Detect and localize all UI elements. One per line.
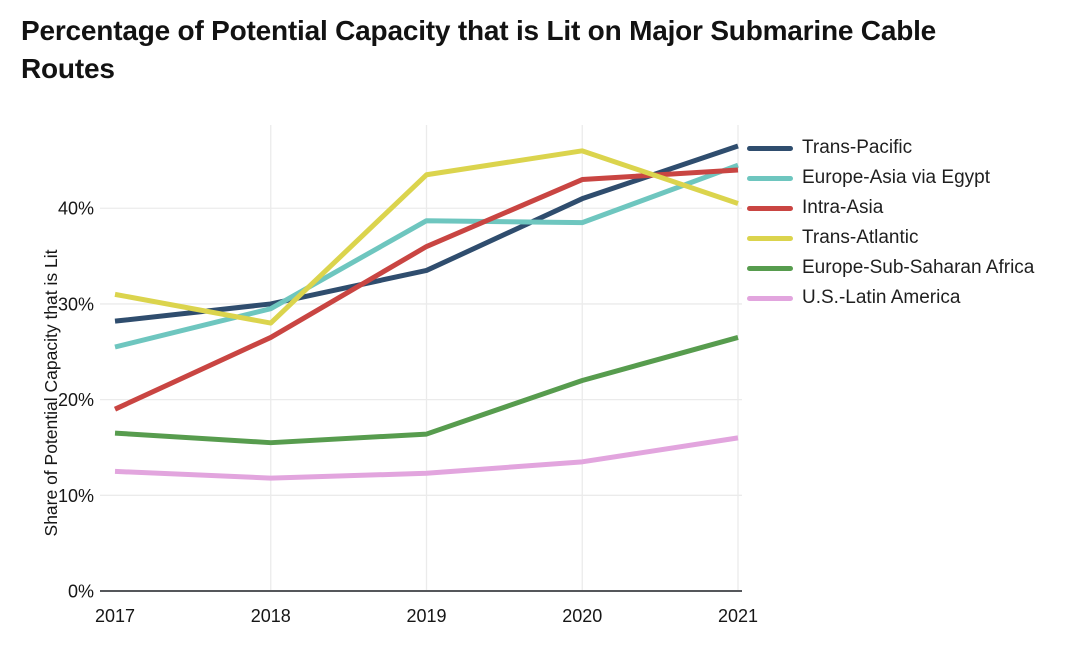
x-tick-label: 2021 — [718, 606, 758, 626]
legend: Trans-Pacific Europe-Asia via Egypt Intra-… — [747, 133, 1034, 313]
x-tick-label: 2018 — [251, 606, 291, 626]
legend-item-europe-sub-saharan-africa: Europe-Sub-Saharan Africa — [747, 253, 1034, 283]
legend-line-swatch — [747, 265, 793, 271]
x-tick-label: 2020 — [562, 606, 602, 626]
x-tick-label: 2019 — [406, 606, 446, 626]
legend-item-europe-asia-via-egypt: Europe-Asia via Egypt — [747, 163, 1034, 193]
legend-item-trans-pacific: Trans-Pacific — [747, 133, 1034, 163]
legend-item-label: Europe-Sub-Saharan Africa — [802, 257, 1035, 278]
y-tick-label: 20% — [58, 390, 94, 410]
y-tick-label: 10% — [58, 486, 94, 506]
legend-line-swatch — [747, 205, 793, 211]
legend-item-label: Europe-Asia via Egypt — [802, 167, 990, 188]
series-line-intra-asia — [113, 167, 739, 412]
chart-title: Percentage of Potential Capacity that is… — [21, 15, 937, 84]
y-tick-label: 30% — [58, 294, 94, 314]
series-line-trans-atlantic — [114, 148, 739, 326]
series-line-u-s-latin-america — [114, 435, 739, 481]
legend-line-swatch — [747, 175, 793, 181]
x-tick-label: 2017 — [95, 606, 135, 626]
series-line-trans-pacific — [114, 143, 739, 324]
y-axis-title: Share of Potential Capacity that is Lit — [41, 249, 61, 536]
y-tick-label: 40% — [58, 199, 94, 219]
legend-item-label: Trans-Pacific — [802, 137, 913, 158]
legend-item-label: U.S.-Latin America — [802, 287, 961, 308]
legend-item-label: Trans-Atlantic — [802, 227, 919, 248]
legend-line-swatch — [747, 145, 793, 151]
legend-item-u-s-latin-america: U.S.-Latin America — [747, 283, 1034, 313]
y-tick-label: 0% — [68, 582, 94, 602]
legend-item-label: Intra-Asia — [802, 197, 884, 218]
series-line-europe-asia-via-egypt — [114, 162, 739, 350]
series-line-europe-sub-saharan-africa — [114, 335, 739, 446]
legend-item-trans-atlantic: Trans-Atlantic — [747, 223, 1034, 253]
legend-item-intra-asia: Intra-Asia — [747, 193, 1034, 223]
legend-line-swatch — [747, 295, 793, 301]
legend-line-swatch — [747, 235, 793, 241]
